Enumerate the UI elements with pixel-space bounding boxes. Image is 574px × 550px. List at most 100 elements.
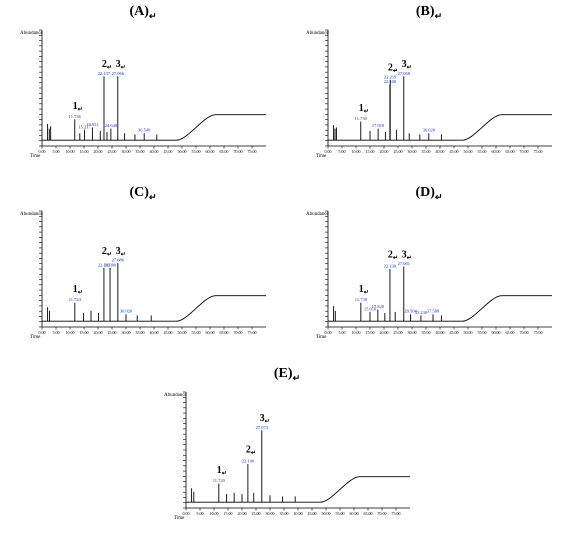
svg-text:5.00: 5.00	[197, 511, 204, 516]
svg-text:5.00: 5.00	[53, 330, 60, 335]
svg-text:50.00: 50.00	[464, 330, 473, 335]
peak-rt-label: 11.736	[69, 114, 82, 119]
peak-rt-label: 11.720	[213, 478, 226, 483]
peak-rt-label: 17.820	[372, 304, 385, 309]
chromatogram-C: Abundance0.005.0010.0015.0020.0025.0030.…	[14, 205, 272, 345]
svg-text:45.00: 45.00	[450, 149, 459, 154]
svg-text:65.00: 65.00	[506, 149, 515, 154]
peak-rt-label: 22.219	[384, 74, 397, 79]
panel-E: (E)↵Abundance0.005.0010.0015.0020.0025.0…	[158, 386, 416, 526]
y-axis-title: Abundance	[306, 31, 330, 36]
svg-text:40.00: 40.00	[436, 149, 445, 154]
svg-text:55.00: 55.00	[478, 330, 487, 335]
svg-text:60.00: 60.00	[492, 149, 501, 154]
svg-text:50.00: 50.00	[178, 330, 187, 335]
chromatogram-A: Abundance0.005.0010.0015.0020.0025.0030.…	[14, 24, 272, 164]
x-axis-title: Time	[174, 516, 185, 521]
svg-text:60.00: 60.00	[206, 149, 215, 154]
panel-label-suffix: ↵	[293, 373, 301, 383]
x-axis-title: Time	[316, 154, 327, 159]
peak-rt-label: 30.020	[120, 309, 133, 314]
svg-text:5.00: 5.00	[53, 149, 60, 154]
svg-text:10.00: 10.00	[66, 330, 75, 335]
svg-text:40.00: 40.00	[294, 511, 303, 516]
svg-text:40.00: 40.00	[436, 330, 445, 335]
svg-text:15.00: 15.00	[366, 149, 375, 154]
y-axis-title: Abundance	[306, 212, 330, 217]
panel-D: (D)↵Abundance0.005.0010.0015.0020.0025.0…	[300, 205, 558, 345]
svg-text:5.00: 5.00	[339, 330, 346, 335]
svg-text:65.00: 65.00	[364, 511, 373, 516]
svg-text:70.00: 70.00	[520, 330, 529, 335]
peak-rt-label: 22.137	[98, 71, 111, 76]
svg-text:55.00: 55.00	[192, 330, 201, 335]
svg-text:15.00: 15.00	[80, 330, 89, 335]
svg-text:15.00: 15.00	[80, 149, 89, 154]
panel-label-suffix: ↵	[149, 192, 157, 202]
svg-text:10.00: 10.00	[352, 149, 361, 154]
svg-text:35.00: 35.00	[280, 511, 289, 516]
svg-text:70.00: 70.00	[234, 330, 243, 335]
peak-rt-label: 36.540	[138, 128, 151, 133]
peak-rt-label: 11.730	[355, 116, 368, 121]
peak-rt-label: 27.073	[256, 425, 269, 430]
svg-text:55.00: 55.00	[478, 149, 487, 154]
panel-label-suffix: ↵	[435, 11, 443, 21]
svg-text:25.00: 25.00	[252, 511, 261, 516]
svg-text:55.00: 55.00	[336, 511, 345, 516]
panel-label-suffix: ↵	[435, 192, 443, 202]
panel-label: (B)↵	[300, 4, 558, 22]
svg-text:20.00: 20.00	[238, 511, 247, 516]
svg-text:40.00: 40.00	[150, 149, 159, 154]
svg-text:35.00: 35.00	[422, 330, 431, 335]
svg-text:65.00: 65.00	[220, 330, 229, 335]
svg-text:60.00: 60.00	[206, 330, 215, 335]
svg-text:65.00: 65.00	[506, 330, 515, 335]
svg-text:70.00: 70.00	[378, 511, 387, 516]
peak-rt-label: 24.640	[105, 123, 118, 128]
svg-text:50.00: 50.00	[464, 149, 473, 154]
svg-text:45.00: 45.00	[164, 149, 173, 154]
peak-rt-label: 37.500	[427, 309, 440, 314]
svg-text:70.00: 70.00	[520, 149, 529, 154]
peak-rt-label: 11.724	[69, 297, 82, 302]
peak-rt-label: 22.130	[384, 264, 397, 269]
peak-rt-label: 27.061	[398, 261, 410, 266]
svg-text:60.00: 60.00	[492, 330, 501, 335]
svg-text:20.00: 20.00	[380, 330, 389, 335]
svg-text:15.00: 15.00	[224, 511, 233, 516]
svg-text:45.00: 45.00	[308, 511, 317, 516]
peak-rt-label: 22.100	[242, 458, 255, 463]
svg-text:25.00: 25.00	[108, 149, 117, 154]
svg-text:75.00: 75.00	[248, 330, 257, 335]
y-axis-title: Abundance	[20, 31, 44, 36]
peak-rt-label: 27.086	[112, 258, 125, 263]
x-axis-title: Time	[30, 154, 41, 159]
x-axis-title: Time	[316, 335, 327, 340]
peak-rt-label: 11.730	[355, 297, 368, 302]
svg-text:75.00: 75.00	[534, 330, 543, 335]
svg-text:60.00: 60.00	[350, 511, 359, 516]
panel-label-suffix: ↵	[149, 11, 157, 21]
peak-rt-label: 36.020	[423, 128, 436, 133]
svg-text:10.00: 10.00	[66, 149, 75, 154]
svg-text:15.00: 15.00	[366, 330, 375, 335]
svg-text:75.00: 75.00	[534, 149, 543, 154]
svg-text:75.00: 75.00	[392, 511, 401, 516]
svg-text:45.00: 45.00	[450, 330, 459, 335]
panel-label: (A)↵	[14, 4, 272, 22]
svg-text:20.00: 20.00	[94, 330, 103, 335]
svg-text:35.00: 35.00	[136, 330, 145, 335]
svg-text:10.00: 10.00	[352, 330, 361, 335]
svg-text:75.00: 75.00	[248, 149, 257, 154]
svg-text:30.00: 30.00	[266, 511, 275, 516]
peak-rt-label: 17.910	[372, 123, 385, 128]
svg-text:25.00: 25.00	[394, 149, 403, 154]
peak-rt-label: 18.031	[86, 122, 98, 127]
svg-text:55.00: 55.00	[192, 149, 201, 154]
svg-text:50.00: 50.00	[178, 149, 187, 154]
svg-text:10.00: 10.00	[210, 511, 219, 516]
figure-grid: (A)↵Abundance0.005.0010.0015.0020.0025.0…	[0, 0, 574, 550]
svg-text:35.00: 35.00	[136, 149, 145, 154]
svg-text:30.00: 30.00	[122, 149, 131, 154]
